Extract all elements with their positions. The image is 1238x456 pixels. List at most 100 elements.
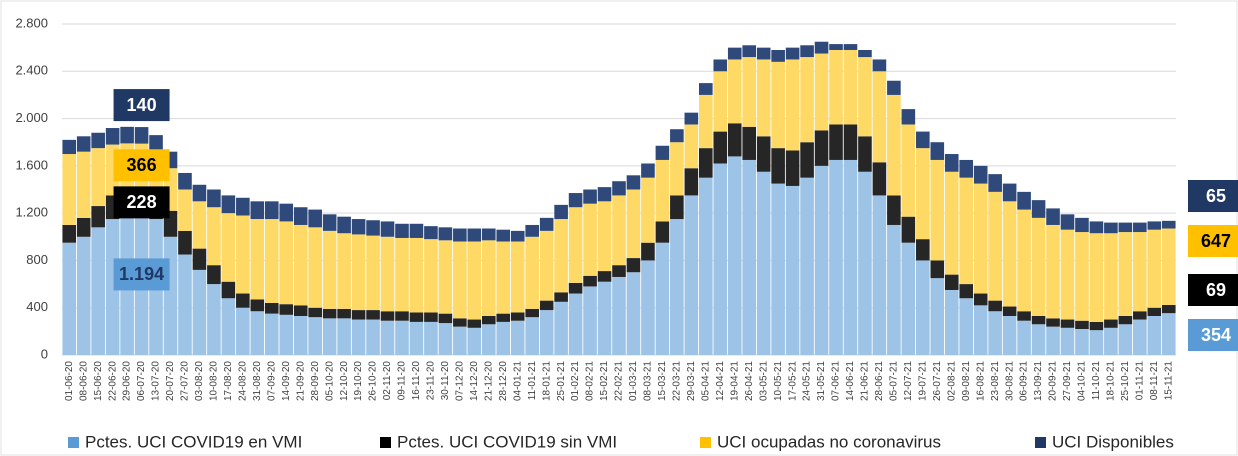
bar-segment <box>1104 327 1118 355</box>
bar-segment <box>481 228 496 241</box>
bar-segment <box>395 237 409 312</box>
bar-segment <box>1046 224 1060 319</box>
bar-segment <box>76 217 91 237</box>
bar-segment <box>916 148 930 240</box>
bar-segment <box>221 213 236 282</box>
x-tick-label: 14-06-21 <box>845 361 856 401</box>
bar-segment <box>1133 311 1147 320</box>
bar-segment <box>351 310 366 320</box>
value-label-box <box>1188 225 1238 257</box>
legend-swatch <box>68 437 79 448</box>
bar-segment <box>409 312 424 322</box>
bar-segment <box>858 50 872 58</box>
bar-segment <box>105 128 120 145</box>
bar-segment <box>395 223 409 238</box>
bar-segment <box>178 230 192 255</box>
x-tick-label: 12-10-20 <box>339 361 350 401</box>
bar-segment <box>424 239 438 313</box>
bar-segment <box>337 216 351 234</box>
bar-segment <box>785 47 800 60</box>
bar-segment <box>510 241 525 313</box>
bar-segment <box>424 321 438 355</box>
bar-segment <box>756 47 771 60</box>
bar-segment <box>612 181 626 196</box>
bar-segment <box>756 136 771 172</box>
bar-segment <box>1002 315 1017 355</box>
x-tick-label: 15-03-21 <box>657 361 668 401</box>
y-tick-label: 2.000 <box>15 110 48 125</box>
bar-segment <box>568 293 583 355</box>
bar-segment <box>1089 321 1104 331</box>
bar-segment <box>626 258 641 273</box>
bar-segment <box>800 57 814 143</box>
bar-segment <box>76 151 91 218</box>
legend-label: UCI ocupadas no coronavirus <box>717 432 941 451</box>
bar-segment <box>959 159 974 178</box>
bar-segment <box>944 154 959 172</box>
bar-segment <box>727 123 742 157</box>
value-label-box <box>113 258 170 291</box>
bar-segment <box>279 221 294 305</box>
bar-segment <box>149 135 163 152</box>
bar-segment <box>438 323 453 355</box>
bar-segment <box>973 183 988 294</box>
x-tick-label: 02-11-20 <box>382 361 393 401</box>
x-tick-label: 30-08-21 <box>1004 361 1015 401</box>
bar-segment <box>554 292 568 302</box>
bar-segment <box>221 298 236 355</box>
bar-segment <box>308 307 322 318</box>
bar-segment <box>612 276 626 355</box>
bar-segment <box>843 50 858 125</box>
bar-segment <box>1060 327 1075 355</box>
bar-segment <box>655 242 670 355</box>
x-tick-label: 10-08-20 <box>209 361 220 401</box>
bar-segment <box>279 203 294 222</box>
bar-segment <box>178 254 192 355</box>
bar-segment <box>684 195 699 355</box>
x-tick-label: 01-06-20 <box>64 361 75 401</box>
x-tick-label: 20-07-20 <box>165 361 176 401</box>
bar-segment <box>727 59 742 124</box>
bar-segment <box>91 132 105 149</box>
bar-segment <box>322 230 337 309</box>
bar-segment <box>612 265 626 277</box>
bar-segment <box>1017 320 1031 355</box>
bar-segment <box>597 281 612 355</box>
bar-segment <box>207 189 221 208</box>
bar-segment <box>424 312 438 322</box>
value-label: 140 <box>127 95 157 115</box>
x-tick-label: 28-06-21 <box>874 361 885 401</box>
x-tick-label: 22-06-20 <box>107 361 118 401</box>
bar-segment <box>597 271 612 282</box>
bar-segment <box>539 230 554 301</box>
bar-segment <box>351 234 366 311</box>
bar-segment <box>1147 307 1162 316</box>
x-tick-label: 16-11-20 <box>411 361 422 401</box>
bar-segment <box>395 320 409 355</box>
value-label-box <box>1188 274 1238 306</box>
x-tick-label: 26-10-20 <box>368 361 379 401</box>
bar-segment <box>944 289 959 355</box>
bar-segment <box>250 311 265 355</box>
y-tick-label: 1.200 <box>15 205 48 220</box>
value-label-box <box>113 149 170 182</box>
bar-segment <box>959 177 974 285</box>
bar-segment <box>1031 324 1046 355</box>
bar-segment <box>872 71 887 163</box>
bar-segment <box>959 284 974 299</box>
bar-segment <box>424 226 438 240</box>
bar-segment <box>163 236 178 355</box>
bar-segment <box>496 321 511 355</box>
value-label: 65 <box>1206 186 1226 206</box>
bar-segment <box>91 206 105 228</box>
bar-segment <box>351 219 366 235</box>
bar-segment <box>264 313 279 355</box>
bar-segment <box>756 59 771 137</box>
bar-segment <box>236 215 250 294</box>
bar-segment <box>568 282 583 294</box>
bar-segment <box>785 185 800 355</box>
bar-segment <box>366 220 380 236</box>
bar-segment <box>453 228 467 242</box>
bar-segment <box>829 124 843 160</box>
x-tick-label: 03-08-20 <box>194 361 205 401</box>
